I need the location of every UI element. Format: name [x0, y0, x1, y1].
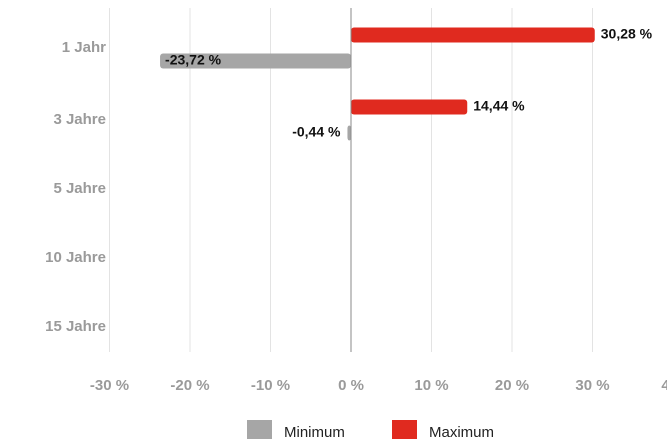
data-label: -0,44 % [292, 124, 341, 140]
bar-minimum [160, 53, 351, 69]
x-tick-labels: -30 % -20 % -10 % 0 % 10 % 20 % 30 % 4… [90, 377, 667, 394]
x-tick-label: 4… [661, 377, 667, 394]
bar-maximum [351, 27, 595, 43]
legend-swatch-maximum [392, 420, 417, 439]
bar-maximum [351, 99, 468, 115]
data-label: 30,28 % [601, 26, 653, 42]
x-tick-label: 0 % [338, 377, 364, 394]
category-label: 15 Jahre [45, 318, 106, 335]
category-label: 5 Jahre [53, 180, 106, 197]
x-tick-label: -20 % [170, 377, 209, 394]
data-labels: 30,28 % -23,72 % 14,44 % -0,44 % [165, 26, 653, 140]
bars [160, 27, 595, 141]
legend: Minimum Maximum [247, 420, 494, 439]
x-tick-label: -30 % [90, 377, 129, 394]
data-label: -23,72 % [165, 52, 222, 68]
x-tick-label: 30 % [575, 377, 609, 394]
category-label: 10 Jahre [45, 249, 106, 266]
x-tick-label: 10 % [414, 377, 448, 394]
legend-swatch-minimum [247, 420, 272, 439]
category-labels: 1 Jahr 3 Jahre 5 Jahre 10 Jahre 15 Jahre [45, 39, 106, 335]
category-label: 1 Jahr [62, 39, 106, 56]
x-tick-label: -10 % [251, 377, 290, 394]
legend-label-maximum: Maximum [429, 424, 494, 439]
x-tick-label: 20 % [495, 377, 529, 394]
data-label: 14,44 % [473, 98, 525, 114]
category-label: 3 Jahre [53, 111, 106, 128]
legend-label-minimum: Minimum [284, 424, 345, 439]
bar-minimum [347, 125, 351, 141]
